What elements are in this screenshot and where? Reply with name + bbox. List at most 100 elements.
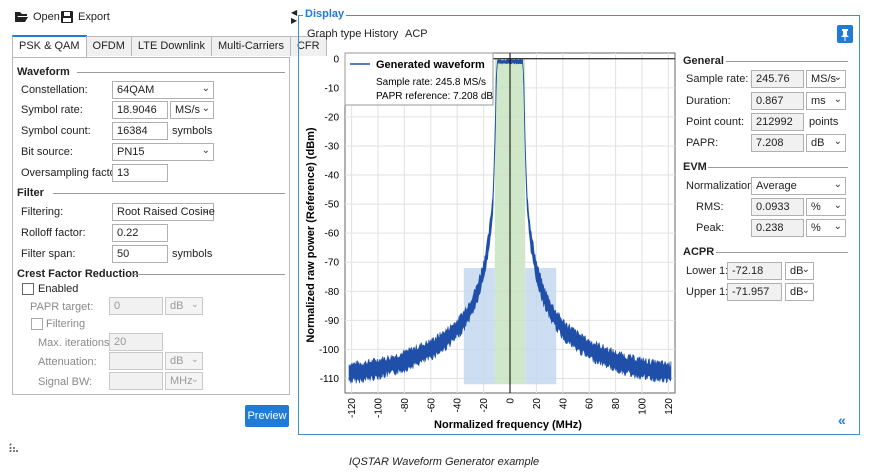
attenuation-input[interactable]	[109, 352, 163, 370]
cfr-enabled-checkbox[interactable]	[22, 283, 34, 295]
collapse-double-chevron-icon[interactable]: «	[838, 412, 846, 428]
rolloff-input[interactable]: 0.22	[112, 224, 168, 242]
attenuation-unit-select[interactable]: dB ⌄	[165, 352, 203, 370]
legend-sample-rate: Sample rate: 245.8 MS/s	[376, 77, 486, 88]
expand-right-icon[interactable]: ▶	[291, 16, 298, 25]
display-section-title: Display	[303, 8, 347, 20]
papr-target-unit-select[interactable]: dB ⌄	[165, 297, 203, 315]
y-tick-label: -110	[320, 374, 340, 385]
evm-section-title: EVM	[683, 161, 707, 173]
sample-rate-unit: MS/s	[811, 73, 837, 85]
acpr-section-title: ACPR	[683, 246, 715, 258]
bit-source-label: Bit source:	[21, 146, 73, 158]
acpr-upper-label: Upper 1:	[686, 286, 729, 298]
evm-rms-unit-select[interactable]: % ⌄	[806, 198, 846, 216]
rolloff-label: Rolloff factor:	[21, 227, 86, 239]
y-tick-label: -10	[325, 83, 340, 94]
figure-caption: IQSTAR Waveform Generator example	[348, 456, 540, 468]
y-tick-label: -80	[325, 287, 340, 298]
papr-target-input[interactable]: 0	[109, 297, 163, 315]
menu-acp[interactable]: ACP	[405, 28, 428, 40]
section-divider	[708, 167, 848, 168]
chart-legend: Generated waveform Sample rate: 245.8 MS…	[344, 52, 494, 106]
duration-unit-select[interactable]: ms ⌄	[806, 92, 846, 110]
y-tick-label: -50	[325, 200, 340, 211]
resize-grip-icon[interactable]	[9, 443, 18, 452]
sample-rate-unit-select[interactable]: MS/s ⌄	[806, 70, 846, 88]
signal-bw-input[interactable]	[109, 372, 163, 390]
bit-source-select[interactable]: PN15 ⌄	[112, 143, 214, 161]
papr-unit-select[interactable]: dB ⌄	[806, 134, 846, 152]
filter-span-label: Filter span:	[21, 248, 76, 260]
acpr-upper-unit: dB	[790, 286, 804, 298]
preview-button[interactable]: Preview	[245, 405, 289, 427]
pin-button[interactable]	[837, 25, 853, 43]
tab-multi-carriers[interactable]: Multi-Carriers	[210, 36, 291, 56]
tab-psk-qam[interactable]: PSK & QAM	[12, 35, 87, 57]
menu-history[interactable]: History	[364, 28, 399, 40]
y-tick-label: -70	[325, 258, 340, 269]
max-iterations-input[interactable]: 20	[109, 333, 163, 351]
symbol-rate-unit-select[interactable]: MS/s ⌄	[170, 101, 214, 119]
evm-rms-label: RMS:	[696, 201, 724, 213]
constellation-label: Constellation:	[21, 84, 88, 96]
normalization-select[interactable]: Average ⌄	[751, 177, 846, 195]
chevron-down-icon: ⌄	[201, 205, 210, 216]
acpr-lower-unit-select[interactable]: dB ⌄	[785, 262, 814, 280]
chevron-down-icon: ⌄	[833, 136, 842, 147]
evm-rms-value: 0.0933	[751, 198, 804, 216]
export-button[interactable]: Export	[60, 10, 110, 24]
cfr-filtering-checkbox[interactable]	[31, 318, 43, 330]
papr-label: PAPR:	[686, 137, 719, 149]
attenuation-unit: dB	[170, 355, 184, 367]
spectrum-chart: 0 -10 -20 -30 -40 -50 -60 -70 -80 -90 -100 -110 -12…	[305, 52, 676, 431]
display-panel	[298, 15, 860, 435]
filtering-value: Root Raised Cosine	[117, 206, 215, 218]
x-tick-label: -120	[347, 398, 358, 418]
settings-panel: Waveform Constellation: 64QAM ⌄ Symbol ra…	[12, 57, 290, 395]
filtering-select[interactable]: Root Raised Cosine ⌄	[112, 203, 215, 221]
acpr-lower-unit: dB	[790, 265, 804, 277]
evm-peak-unit-select[interactable]: % ⌄	[806, 219, 846, 237]
generator-tabs: PSK & QAM OFDM LTE Downlink Multi-Carrie…	[12, 35, 327, 57]
signal-bw-unit-select[interactable]: MHz ⌄	[165, 372, 203, 390]
papr-value: 7.208	[751, 134, 804, 152]
general-section-title: General	[683, 55, 724, 67]
tab-lte-downlink[interactable]: LTE Downlink	[130, 36, 212, 56]
filter-span-input[interactable]: 50	[112, 245, 168, 263]
evm-peak-unit: %	[811, 222, 821, 234]
signal-bw-label: Signal BW:	[38, 376, 93, 388]
chevron-down-icon: ⌄	[833, 221, 842, 232]
duration-unit: ms	[811, 95, 826, 107]
papr-target-label: PAPR target:	[30, 301, 94, 313]
x-tick-label: 80	[611, 398, 622, 410]
x-tick-label: -40	[453, 398, 464, 413]
collapse-left-icon[interactable]: ◀	[291, 8, 298, 17]
x-tick-label: -60	[426, 398, 437, 413]
chevron-down-icon: ⌄	[801, 285, 810, 296]
tab-ofdm[interactable]: OFDM	[85, 36, 132, 56]
cfr-filtering-label: Filtering	[46, 318, 86, 330]
evm-peak-value: 0.238	[751, 219, 804, 237]
attenuation-label: Attenuation:	[38, 356, 97, 368]
symbol-count-unit: symbols	[172, 125, 213, 137]
symbol-count-input[interactable]: 16384	[112, 122, 168, 140]
symbol-rate-input[interactable]: 18.9046	[112, 101, 168, 119]
open-button[interactable]: Open	[14, 10, 60, 23]
evm-peak-label: Peak:	[696, 222, 725, 234]
acpr-upper-unit-select[interactable]: dB ⌄	[785, 283, 814, 301]
chevron-down-icon: ⌄	[201, 103, 210, 114]
bit-source-value: PN15	[117, 146, 145, 158]
y-axis-label: Normalized raw power (Reference) (dBm)	[305, 127, 317, 342]
menu-graph-type[interactable]: Graph type	[307, 28, 362, 40]
tab-cfr[interactable]: CFR	[289, 36, 327, 56]
papr-unit: dB	[811, 137, 825, 149]
chevron-down-icon: ⌄	[833, 72, 842, 83]
oversampling-input[interactable]: 13	[112, 164, 168, 182]
section-divider	[726, 61, 848, 62]
constellation-select[interactable]: 64QAM ⌄	[112, 81, 214, 99]
chevron-down-icon: ⌄	[190, 354, 199, 365]
x-tick-label: 100	[638, 398, 649, 415]
legend-papr-reference: PAPR reference: 7.208 dB	[376, 91, 493, 102]
sample-rate-label: Sample rate:	[686, 73, 749, 85]
